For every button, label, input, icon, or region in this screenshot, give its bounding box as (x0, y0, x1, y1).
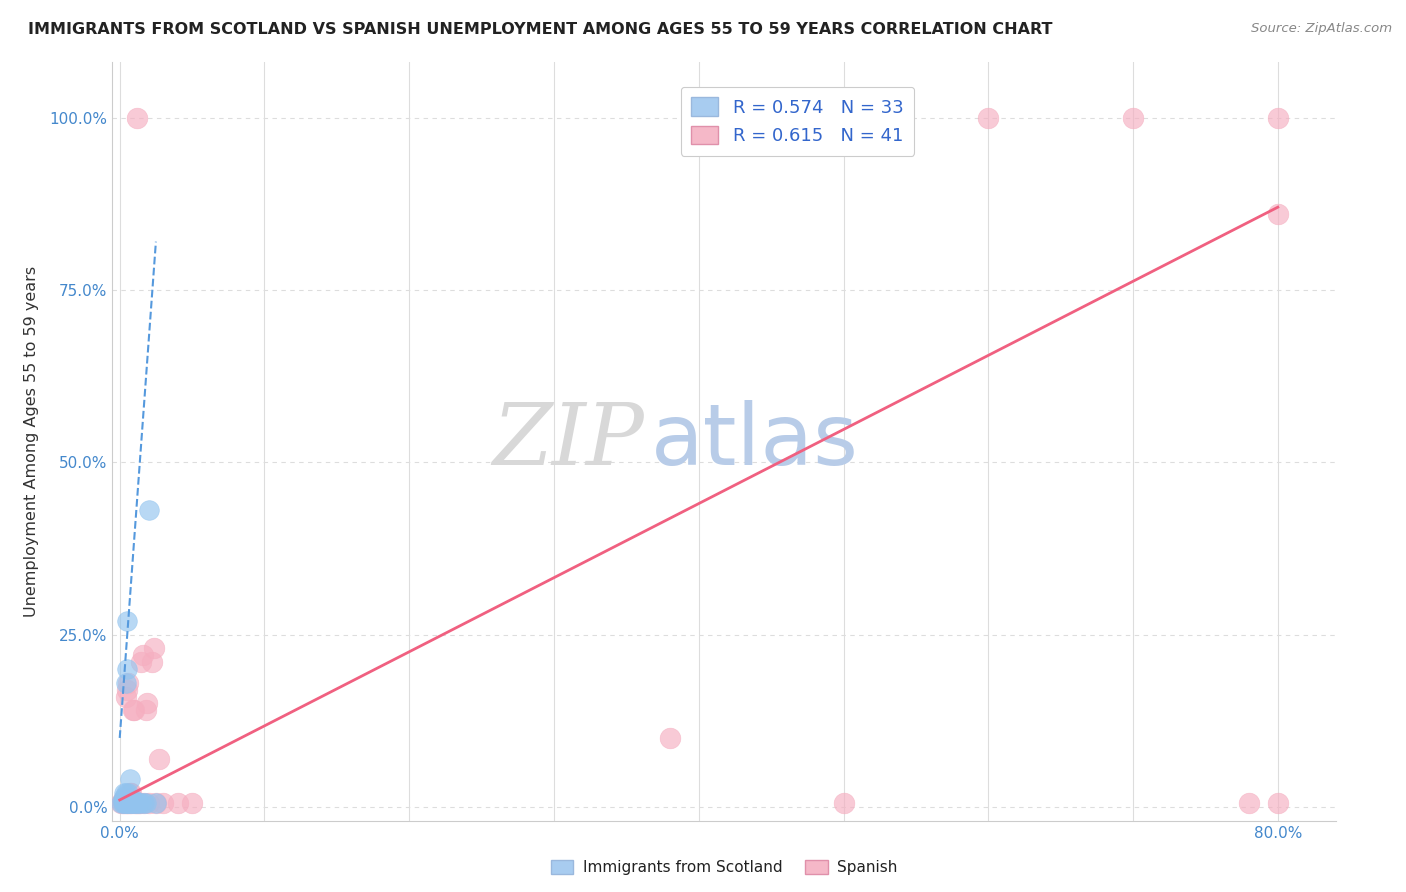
Point (658, 731, 681, 745)
Point (124, 797, 146, 811)
Point (112, 797, 135, 811)
Text: IMMIGRANTS FROM SCOTLAND VS SPANISH UNEMPLOYMENT AMONG AGES 55 TO 59 YEARS CORRE: IMMIGRANTS FROM SCOTLAND VS SPANISH UNEM… (28, 22, 1053, 37)
Text: ZIP: ZIP (492, 401, 644, 483)
Point (111, 793, 134, 807)
Point (114, 797, 136, 811)
Point (128, 797, 150, 811)
Point (111, 797, 134, 811)
Text: atlas: atlas (651, 400, 859, 483)
Point (112, 793, 135, 807)
Point (136, 697, 159, 711)
Point (128, 797, 150, 811)
Point (122, 797, 145, 811)
Point (110, 797, 132, 811)
Point (135, 797, 157, 811)
Point (114, 793, 136, 807)
Point (1267, 111, 1289, 125)
Point (118, 797, 141, 811)
Point (1267, 207, 1289, 221)
Y-axis label: Unemployment Among Ages 55 to 59 years: Unemployment Among Ages 55 to 59 years (24, 266, 38, 617)
Point (124, 797, 146, 811)
Point (152, 797, 174, 811)
Point (122, 797, 145, 811)
Point (114, 675, 136, 690)
Point (114, 690, 136, 704)
Point (115, 662, 138, 676)
Point (181, 797, 204, 811)
Point (131, 797, 153, 811)
Point (117, 786, 139, 800)
Point (115, 797, 138, 811)
Point (141, 655, 163, 669)
Point (145, 797, 167, 811)
Point (832, 797, 855, 811)
Point (127, 111, 149, 125)
Point (1122, 111, 1144, 125)
Point (117, 797, 139, 811)
Point (112, 789, 135, 804)
Point (112, 797, 135, 811)
Point (166, 797, 188, 811)
Point (117, 675, 139, 690)
Point (122, 703, 145, 717)
Point (138, 797, 160, 811)
Point (143, 641, 166, 656)
Point (121, 703, 143, 717)
Point (115, 682, 138, 697)
Legend: Immigrants from Scotland, Spanish: Immigrants from Scotland, Spanish (544, 854, 904, 881)
Point (122, 793, 145, 807)
Point (117, 793, 139, 807)
Point (120, 797, 142, 811)
Point (115, 793, 138, 807)
Point (114, 797, 136, 811)
Point (134, 797, 156, 811)
Point (127, 797, 149, 811)
Point (111, 797, 134, 811)
Point (112, 786, 135, 800)
Point (977, 111, 1000, 125)
Point (145, 797, 167, 811)
Point (120, 786, 142, 800)
Point (131, 655, 153, 669)
Point (114, 786, 136, 800)
Point (115, 614, 138, 628)
Point (1267, 797, 1289, 811)
Point (1237, 797, 1260, 811)
Text: Source: ZipAtlas.com: Source: ZipAtlas.com (1251, 22, 1392, 36)
Point (110, 797, 132, 811)
Point (138, 503, 160, 517)
Point (118, 772, 141, 787)
Point (120, 797, 142, 811)
Point (117, 797, 139, 811)
Point (135, 703, 157, 717)
Point (120, 793, 142, 807)
Point (132, 648, 155, 663)
Point (118, 797, 141, 811)
Point (127, 797, 149, 811)
Point (148, 751, 170, 765)
Point (129, 797, 152, 811)
Point (134, 797, 156, 811)
Point (115, 797, 138, 811)
Point (121, 797, 143, 811)
Point (118, 786, 141, 800)
Point (111, 793, 134, 807)
